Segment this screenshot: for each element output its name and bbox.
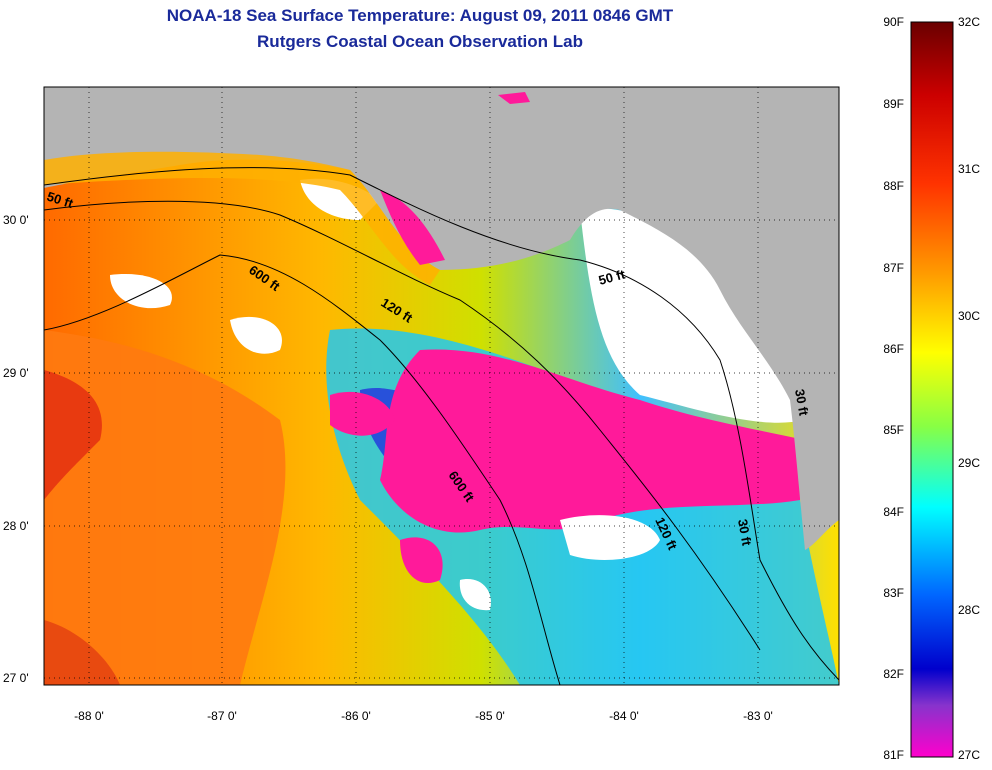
bay-magenta — [380, 190, 445, 265]
colorbar-label-c: 27C — [958, 748, 980, 762]
colorbar-label-f: 84F — [883, 505, 904, 519]
cloud-region-east — [580, 208, 805, 423]
hot-region-south — [44, 620, 120, 685]
y-tick-label: 29 0' — [3, 366, 29, 380]
colorbar-fahrenheit-labels: 90F 89F 88F 87F 86F 85F 84F 83F 82F 81F — [883, 15, 904, 762]
y-tick-label: 30 0' — [3, 213, 29, 227]
contour-label: 30 ft — [792, 388, 812, 418]
cloud-patch-2 — [230, 316, 282, 354]
map-frame — [43, 86, 840, 686]
colorbar-label-c: 32C — [958, 15, 980, 29]
x-tick-label: -83 0' — [743, 709, 773, 723]
y-tick-label: 28 0' — [3, 519, 29, 533]
land-mass — [44, 87, 839, 550]
cloud-patch-5 — [459, 579, 491, 611]
colorbar-label-c: 31C — [958, 162, 980, 176]
colorbar-label-f: 90F — [883, 15, 904, 29]
depth-contour-50ft — [44, 167, 839, 681]
chart-subtitle: Rutgers Coastal Ocean Observation Lab — [257, 32, 583, 51]
x-tick-label: -85 0' — [475, 709, 505, 723]
warm-region — [44, 330, 286, 685]
map-plot-area — [44, 87, 839, 685]
colorbar-label-c: 28C — [958, 603, 980, 617]
cold-magenta-patch — [330, 391, 395, 436]
colorbar-label-f: 81F — [883, 748, 904, 762]
colorbar-label-f: 86F — [883, 342, 904, 356]
colorbar-label-f: 82F — [883, 667, 904, 681]
x-tick-label: -88 0' — [74, 709, 104, 723]
x-tick-label: -86 0' — [341, 709, 371, 723]
x-tick-label: -84 0' — [609, 709, 639, 723]
inland-lake — [498, 92, 530, 104]
x-tick-label: -87 0' — [207, 709, 237, 723]
contour-label: 30 ft — [735, 518, 755, 548]
x-axis-ticks: -88 0' -87 0' -86 0' -85 0' -84 0' -83 0… — [74, 709, 773, 723]
colorbar-celsius-labels: 32C 31C 30C 29C 28C 27C — [958, 15, 980, 762]
y-axis-ticks: 30 0' 29 0' 28 0' 27 0' — [3, 213, 29, 685]
colorbar-label-f: 83F — [883, 586, 904, 600]
chart-title: NOAA-18 Sea Surface Temperature: August … — [166, 6, 674, 25]
coastal-shelf — [44, 151, 440, 285]
hot-region — [44, 370, 102, 500]
contour-label: 50 ft — [597, 266, 627, 288]
colorbar-label-c: 29C — [958, 456, 980, 470]
cold-magenta-patch-2 — [400, 537, 443, 584]
colorbar-label-f: 88F — [883, 179, 904, 193]
colorbar — [910, 21, 954, 758]
y-tick-label: 27 0' — [3, 671, 29, 685]
colorbar-label-f: 85F — [883, 423, 904, 437]
depth-contour-600ft — [44, 254, 561, 685]
colorbar-label-c: 30C — [958, 309, 980, 323]
cloud-patch-3 — [110, 274, 172, 309]
colorbar-label-f: 87F — [883, 261, 904, 275]
depth-contour-120ft — [44, 200, 761, 651]
cloud-patch — [560, 515, 660, 560]
cold-magenta-region — [380, 349, 805, 533]
colorbar-label-f: 89F — [883, 97, 904, 111]
